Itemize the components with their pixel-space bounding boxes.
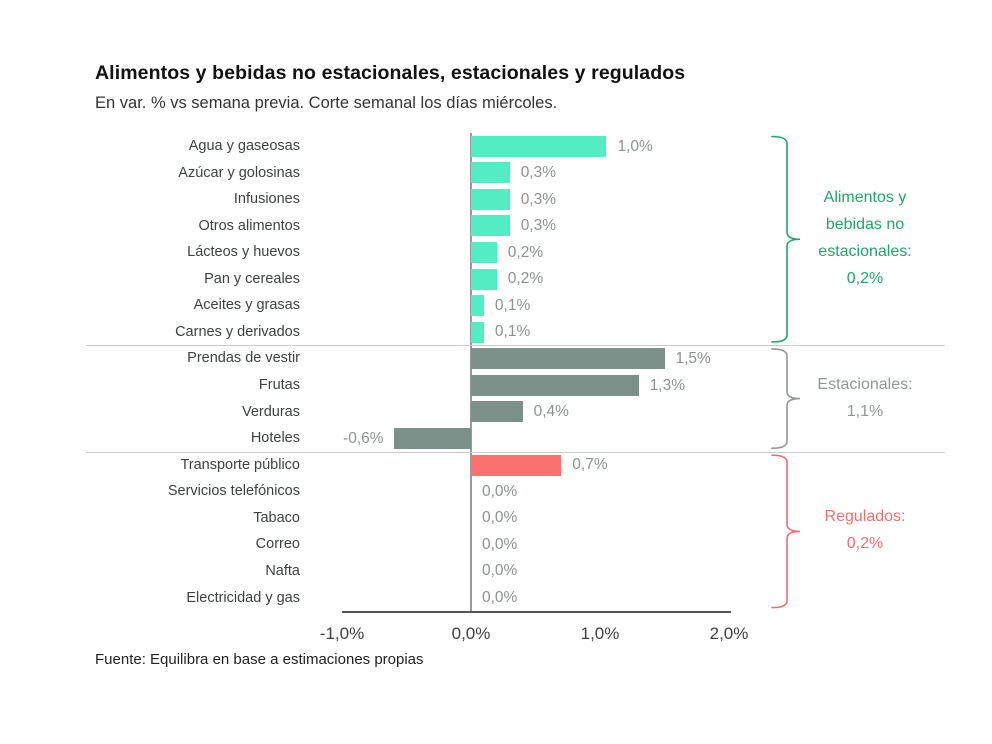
section-annotation-line: 1,1% [846, 403, 884, 420]
x-axis-tick-label: 2,0% [709, 624, 749, 643]
value-label: 0,1% [494, 323, 531, 341]
bar [471, 295, 484, 317]
section-separator [86, 452, 945, 453]
category-label: Frutas [258, 377, 300, 394]
bar [471, 242, 497, 264]
value-label: 0,2% [507, 243, 544, 261]
category-label: Otros alimentos [198, 217, 300, 234]
category-label: Transporte público [180, 456, 300, 473]
bar [471, 188, 510, 210]
value-label: -0,6% [343, 429, 384, 447]
chart-subtitle: En var. % vs semana previa. Corte semana… [95, 94, 558, 112]
section-annotation-line: bebidas no [825, 216, 905, 233]
x-axis-tick-label: 0,0% [451, 624, 491, 643]
value-label: 0,3% [520, 217, 557, 235]
value-label: 0,0% [482, 589, 518, 607]
category-label: Aceites y grasas [193, 297, 300, 314]
value-label: 0,0% [482, 482, 518, 500]
value-label: 0,3% [520, 164, 557, 182]
section-separator [86, 345, 945, 346]
value-label: 0,0% [482, 509, 518, 527]
section-annotation: Alimentos y bebidas no estacionales: 0,2% [795, 184, 935, 292]
category-label: Infusiones [233, 191, 300, 208]
section-annotation-line: estacionales: [818, 243, 912, 260]
value-label: 1,0% [617, 137, 653, 155]
category-label: Nafta [265, 562, 300, 579]
category-label: Servicios telefónicos [167, 483, 300, 500]
section-annotation-line: Alimentos y [823, 189, 907, 206]
bar [471, 135, 607, 157]
chart-title: Alimentos y bebidas no estacionales, est… [95, 62, 686, 84]
category-label: Azúcar y golosinas [178, 164, 300, 181]
category-label: Pan y cereales [204, 270, 300, 287]
value-label: 0,4% [533, 403, 569, 421]
bar [471, 401, 523, 423]
bar [471, 321, 484, 343]
bar [471, 268, 497, 290]
bar [471, 162, 510, 184]
value-label: 0,3% [520, 190, 557, 208]
category-label: Electricidad y gas [186, 589, 300, 606]
x-axis-tick-label: 1,0% [580, 624, 620, 643]
bar [393, 427, 471, 449]
value-label: 0,0% [482, 535, 518, 553]
zero-axis-line [470, 133, 472, 611]
x-axis-line [342, 611, 731, 613]
category-label: Agua y gaseosas [188, 138, 300, 154]
x-axis-tick-label: -1,0% [319, 624, 365, 643]
section-annotation-line: 0,2% [846, 270, 884, 287]
bar [471, 348, 665, 370]
bar [471, 454, 562, 476]
bar [471, 215, 510, 237]
value-label: 0,0% [482, 562, 518, 580]
category-label: Tabaco [253, 509, 300, 526]
value-label: 0,2% [507, 270, 544, 288]
value-label: 0,7% [572, 456, 608, 474]
section-annotation: Regulados: 0,2% [795, 503, 935, 557]
bar [471, 374, 639, 396]
category-label: Hoteles [250, 430, 300, 447]
category-label: Carnes y derivados [175, 323, 300, 340]
value-label: 1,5% [675, 349, 711, 367]
section-annotation-line: Estacionales: [817, 376, 913, 393]
category-label: Prendas de vestir [187, 350, 300, 367]
section-annotation-line: Regulados: [824, 508, 906, 525]
value-label: 0,1% [494, 296, 531, 314]
category-label: Verduras [241, 403, 300, 420]
source-note: Fuente: Equilibra en base a estimaciones… [95, 651, 424, 668]
category-label: Correo [255, 536, 300, 553]
section-annotation-line: 0,2% [846, 535, 884, 552]
category-label: Lácteos y huevos [187, 244, 300, 261]
value-label: 1,3% [649, 376, 686, 394]
section-annotation: Estacionales: 1,1% [795, 371, 935, 425]
